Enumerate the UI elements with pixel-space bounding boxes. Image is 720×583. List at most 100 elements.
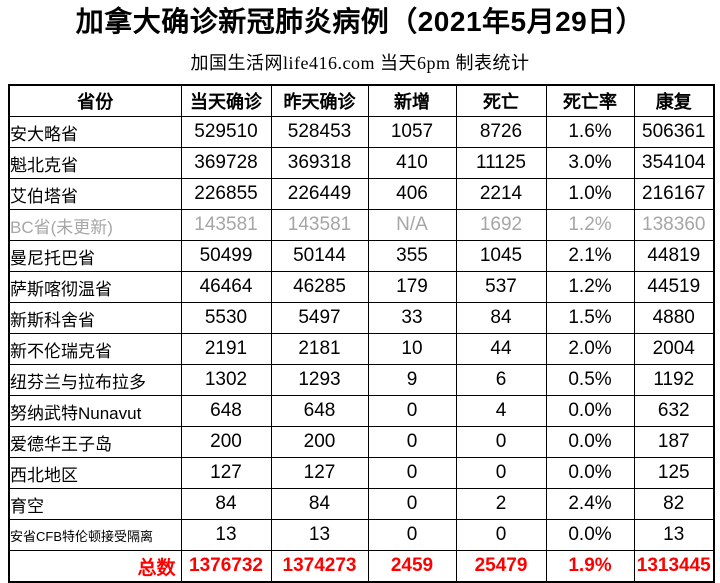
cell-new-cases: 179 [367,271,457,304]
cell-new-cases: 0 [367,426,457,459]
cell-new-cases: 0 [367,488,457,521]
cell-today: 13 [180,519,272,552]
cell-yesterday: 528453 [270,116,369,149]
province-cell: 西北地区 [8,457,182,490]
cell-death-rate: 0.0% [545,395,635,428]
cell-new-cases: N/A [367,209,457,242]
province-cell: 纽芬兰与拉布拉多 [8,364,182,397]
province-cell: 新不伦瑞克省 [8,333,182,366]
table-row: 安大略省 529510 528453 1057 8726 1.6% 506361 [8,116,715,149]
cell-deaths: 1692 [455,209,547,242]
table-row: 西北地区 127 127 0 0 0.0% 125 [8,457,715,490]
cell-new-cases: 410 [367,147,457,180]
cell-today: 226855 [180,178,272,211]
column-header-1: 当天确诊 [180,84,272,118]
province-cell: 安省CFB特伦顿接受隔离 [8,519,182,552]
cell-deaths: 11125 [455,147,547,180]
cell-yesterday: 127 [270,457,369,490]
table-row: BC省(未更新) 143581 143581 N/A 1692 1.2% 138360 [8,209,715,242]
table-row: 魁北克省 369728 369318 410 11125 3.0% 354104 [8,147,715,180]
total-row: 总数 1376732 1374273 2459 25479 1.9% 1313445 [8,550,715,583]
cell-death-rate: 0.0% [545,519,635,552]
cell-today: 143581 [180,209,272,242]
cell-death-rate: 2.1% [545,240,635,273]
column-header-0: 省份 [8,84,182,118]
cell-yesterday: 46285 [270,271,369,304]
cell-yesterday: 13 [270,519,369,552]
table-row: 萨斯喀彻温省 46464 46285 179 537 1.2% 44519 [8,271,715,304]
table-row: 纽芬兰与拉布拉多 1302 1293 9 6 0.5% 1192 [8,364,715,397]
cell-today: 648 [180,395,272,428]
cell-new-cases: 355 [367,240,457,273]
cell-recovered: 2004 [633,333,715,366]
cell-deaths: 0 [455,426,547,459]
cell-death-rate: 2.4% [545,488,635,521]
cell-deaths: 2 [455,488,547,521]
province-cell: 育空 [8,488,182,521]
table-row: 艾伯塔省 226855 226449 406 2214 1.0% 216167 [8,178,715,211]
cell-deaths: 2214 [455,178,547,211]
covid-cases-table: 省份 当天确诊 昨天确诊 新增 死亡 死亡率 康复 安大略省 529510 528453 1057… [8,83,715,583]
table-row: 新斯科舍省 5530 5497 33 84 1.5% 4880 [8,302,715,335]
cell-today: 2191 [180,333,272,366]
cell-deaths: 1045 [455,240,547,273]
cell-recovered: 125 [633,457,715,490]
cell-new-cases: 2459 [367,550,457,583]
cell-death-rate: 1.9% [545,550,635,583]
cell-today: 50499 [180,240,272,273]
cell-death-rate: 0.0% [545,457,635,490]
cell-today: 529510 [180,116,272,149]
cell-yesterday: 143581 [270,209,369,242]
province-cell: 萨斯喀彻温省 [8,271,182,304]
total-label-cell: 总数 [8,550,182,583]
cell-today: 127 [180,457,272,490]
cell-new-cases: 0 [367,457,457,490]
cell-today: 369728 [180,147,272,180]
cell-yesterday: 2181 [270,333,369,366]
cell-today: 1376732 [180,550,272,583]
cell-new-cases: 33 [367,302,457,335]
cell-recovered: 354104 [633,147,715,180]
subtitle: 加国生活网life416.com 当天6pm 制表统计 [190,52,530,73]
column-header-5: 死亡率 [545,84,635,118]
table-row: 曼尼托巴省 50499 50144 355 1045 2.1% 44819 [8,240,715,273]
column-header-3: 新增 [367,84,457,118]
cell-death-rate: 1.2% [545,271,635,304]
table-row: 育空 84 84 0 2 2.4% 82 [8,488,715,521]
cell-deaths: 8726 [455,116,547,149]
cell-death-rate: 2.0% [545,333,635,366]
cell-death-rate: 3.0% [545,147,635,180]
province-cell: 新斯科舍省 [8,302,182,335]
cell-recovered: 187 [633,426,715,459]
column-header-2: 昨天确诊 [270,84,369,118]
cell-death-rate: 1.2% [545,209,635,242]
cell-recovered: 1192 [633,364,715,397]
cell-new-cases: 0 [367,519,457,552]
cell-yesterday: 84 [270,488,369,521]
cell-today: 5530 [180,302,272,335]
table-row: 爱德华王子岛 200 200 0 0 0.0% 187 [8,426,715,459]
header-row: 省份 当天确诊 昨天确诊 新增 死亡 死亡率 康复 [8,84,715,118]
cell-deaths: 84 [455,302,547,335]
cell-yesterday: 5497 [270,302,369,335]
cell-today: 84 [180,488,272,521]
province-cell: BC省(未更新) [8,209,182,242]
cell-yesterday: 1374273 [270,550,369,583]
cell-yesterday: 226449 [270,178,369,211]
cell-death-rate: 1.6% [545,116,635,149]
cell-death-rate: 1.0% [545,178,635,211]
cell-deaths: 0 [455,519,547,552]
cell-death-rate: 0.5% [545,364,635,397]
cell-recovered: 4880 [633,302,715,335]
cell-yesterday: 50144 [270,240,369,273]
cell-deaths: 4 [455,395,547,428]
cell-recovered: 13 [633,519,715,552]
cell-yesterday: 648 [270,395,369,428]
column-header-6: 康复 [633,84,715,118]
cell-yesterday: 1293 [270,364,369,397]
table-row: 新不伦瑞克省 2191 2181 10 44 2.0% 2004 [8,333,715,366]
cell-recovered: 44519 [633,271,715,304]
cell-new-cases: 9 [367,364,457,397]
cell-new-cases: 406 [367,178,457,211]
